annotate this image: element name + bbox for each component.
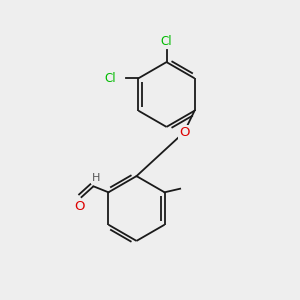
- Text: O: O: [179, 126, 189, 139]
- Text: O: O: [74, 200, 84, 213]
- Text: Cl: Cl: [161, 35, 172, 48]
- Text: Cl: Cl: [105, 72, 116, 85]
- Text: H: H: [92, 173, 101, 183]
